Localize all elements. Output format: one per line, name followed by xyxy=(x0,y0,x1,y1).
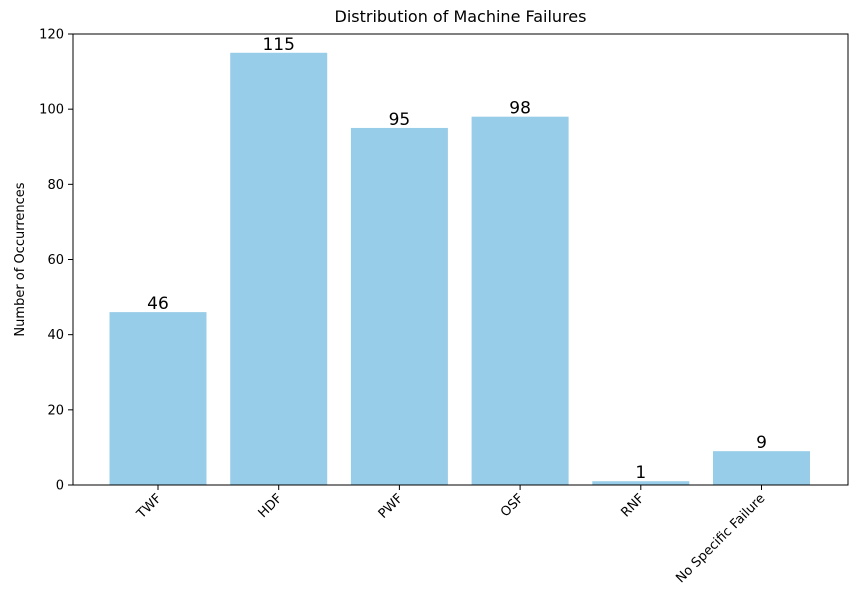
data-labels-group: 46 115 95 98 1 9 xyxy=(147,35,767,483)
bar-twf xyxy=(109,312,207,485)
y-tick-label: 80 xyxy=(47,178,64,193)
x-axis-ticks: TWF HDF PWF OSF RNF No Specific Failure xyxy=(134,485,768,586)
x-tick-label: No Specific Failure xyxy=(673,491,768,586)
data-label: 9 xyxy=(756,433,767,453)
bar-hdf xyxy=(230,52,328,486)
bar-pwf xyxy=(350,127,448,485)
bar-no-specific-failure xyxy=(713,451,810,485)
data-label: 46 xyxy=(147,294,169,314)
data-label: 115 xyxy=(262,35,294,55)
x-tick-label: PWF xyxy=(376,491,407,522)
x-tick-label: TWF xyxy=(134,491,165,522)
data-label: 95 xyxy=(389,110,411,130)
y-tick-label: 20 xyxy=(47,403,64,418)
y-tick-label: 100 xyxy=(39,103,64,118)
chart-title: Distribution of Machine Failures xyxy=(335,7,587,26)
x-tick-label: OSF xyxy=(498,491,527,520)
y-axis-ticks: 0 20 40 60 80 100 120 xyxy=(39,28,73,494)
plot-frame xyxy=(72,33,849,486)
x-tick-label: HDF xyxy=(256,491,286,521)
y-tick-label: 60 xyxy=(47,253,64,268)
data-label: 98 xyxy=(509,99,531,119)
bar-rnf xyxy=(592,481,690,485)
x-tick-label: RNF xyxy=(618,491,647,520)
bar-osf xyxy=(471,116,569,485)
y-axis-label: Number of Occurrences xyxy=(13,182,28,336)
y-tick-label: 40 xyxy=(47,328,64,343)
y-tick-label: 0 xyxy=(56,479,64,494)
bars-group xyxy=(109,52,810,486)
data-label: 1 xyxy=(635,463,646,483)
y-tick-label: 120 xyxy=(39,28,64,43)
